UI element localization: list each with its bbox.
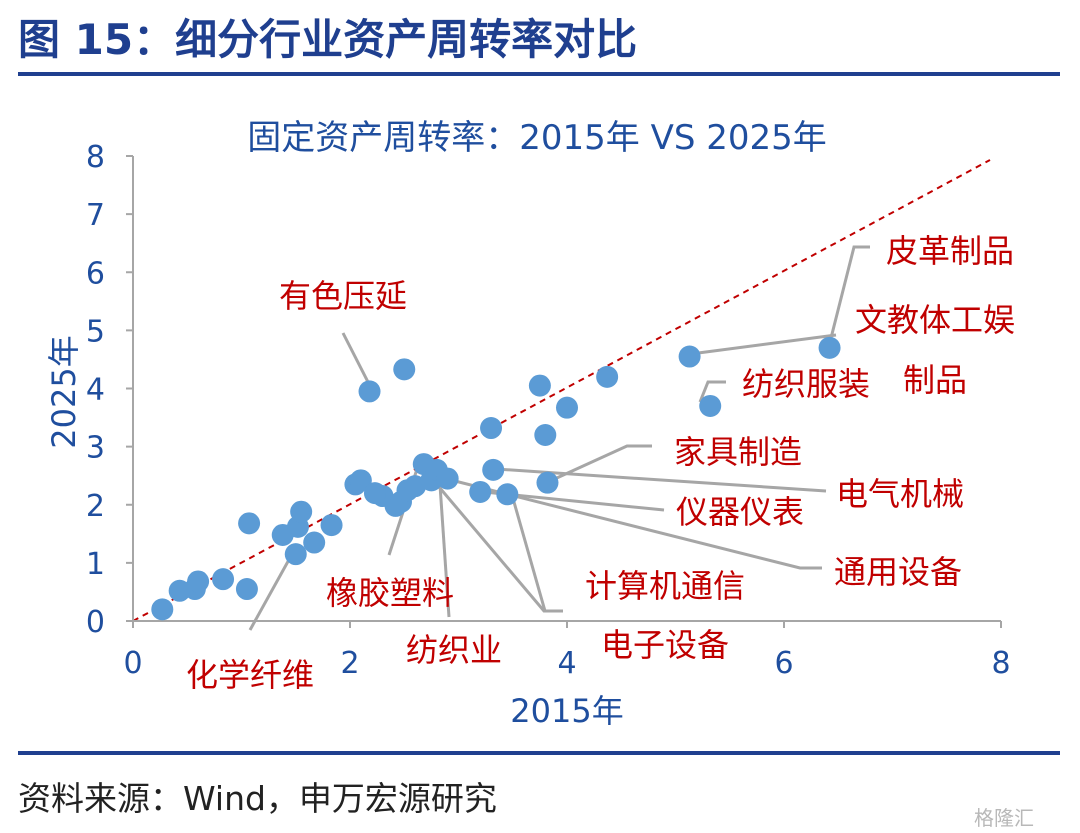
x-tick-label: 6 <box>774 646 793 681</box>
scatter-point <box>393 358 416 381</box>
data-points <box>151 336 841 621</box>
annotation-label: 化学纤维 <box>186 656 314 694</box>
annotation-label: 皮革制品 <box>886 232 1014 270</box>
scatter-point <box>496 483 519 506</box>
annotation-label: 纺织业 <box>406 631 502 669</box>
y-tick-label: 5 <box>86 314 105 349</box>
title-rule <box>18 72 1060 76</box>
watermark: 格隆汇 <box>974 806 1034 830</box>
scatter-point <box>363 482 386 505</box>
y-tick-label: 2 <box>86 489 105 524</box>
leader-line <box>341 332 371 385</box>
annotation-label: 家具制造 <box>674 433 802 471</box>
scatter-point <box>320 514 343 537</box>
leader-line <box>547 444 652 484</box>
chart-title: 固定资产周转率：2015年 VS 2025年 <box>247 118 827 158</box>
y-tick-label: 1 <box>86 547 105 582</box>
annotation-label: 仪器仪表 <box>676 493 804 531</box>
annotation-label: 橡胶塑料 <box>326 574 454 612</box>
y-ticks: 0 1 2 3 4 5 6 7 8 <box>86 140 133 640</box>
figure-title: 图 15：细分行业资产周转率对比 <box>18 15 638 64</box>
y-tick-label: 4 <box>86 373 105 408</box>
annotation-label: 有色压延 <box>279 277 407 315</box>
x-axis-label: 2015年 <box>510 692 623 730</box>
scatter-point <box>238 512 261 535</box>
leader-line <box>438 484 451 618</box>
annotation-label: 文教体工娱 <box>855 301 1015 339</box>
scatter-point <box>187 570 210 593</box>
x-ticks: 0 2 4 6 8 <box>123 621 1011 681</box>
scatter-point <box>290 500 313 523</box>
scatter-point <box>303 531 326 554</box>
scatter-point <box>349 469 372 492</box>
annotation-label: 计算机通信 <box>585 567 745 605</box>
scatter-point <box>480 417 503 440</box>
scatter-point <box>235 578 258 601</box>
annotation-label: 通用设备 <box>834 553 962 591</box>
y-tick-label: 3 <box>86 431 105 466</box>
scatter-point <box>482 458 505 481</box>
scatter-point <box>678 345 701 368</box>
y-tick-label: 7 <box>86 198 105 233</box>
y-tick-label: 6 <box>86 256 105 291</box>
scatter-point <box>469 480 492 503</box>
footer-rule <box>18 751 1060 755</box>
leader-line <box>828 245 870 343</box>
scatter-point <box>818 336 841 359</box>
scatter-point <box>436 467 459 490</box>
x-tick-label: 2 <box>340 646 359 681</box>
y-tick-label: 0 <box>86 605 105 640</box>
reference-diagonal-line <box>132 159 991 622</box>
scatter-point <box>284 543 307 566</box>
scatter-point <box>534 424 557 446</box>
leader-line <box>510 494 547 612</box>
leader-line <box>698 380 726 403</box>
scatter-point <box>596 365 619 388</box>
scatter-point <box>536 471 559 494</box>
leader-line <box>442 476 822 570</box>
scatter-point <box>212 568 235 591</box>
y-tick-label: 8 <box>86 140 105 175</box>
x-tick-label: 4 <box>557 646 576 681</box>
y-axis-label: 2025年 <box>45 335 83 448</box>
scatter-point <box>358 380 381 403</box>
annotation-label: 纺织服装 <box>742 365 870 403</box>
scatter-point <box>151 598 174 621</box>
source-note: 资料来源：Wind，申万宏源研究 <box>18 779 497 818</box>
scatter-point <box>699 394 722 417</box>
annotation-label: 制品 <box>903 361 967 399</box>
x-tick-label: 8 <box>991 646 1010 681</box>
annotation-label: 电子设备 <box>601 626 729 664</box>
leader-line <box>682 333 837 357</box>
x-tick-label: 0 <box>123 646 142 681</box>
annotation-label: 电气机械 <box>836 475 964 513</box>
scatter-point <box>528 374 551 397</box>
scatter-point <box>556 396 578 419</box>
